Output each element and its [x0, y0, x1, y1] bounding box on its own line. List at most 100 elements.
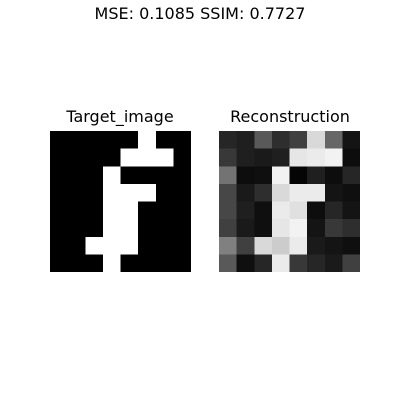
reconstruction-pixel-r1-c3	[272, 149, 290, 167]
target-pixel-r2-c3	[103, 166, 121, 184]
target-pixel-r5-c2	[85, 219, 103, 237]
target-pixel-r0-c6	[156, 131, 174, 149]
target-pixel-r5-c4	[121, 219, 139, 237]
target-pixel-r1-c0	[50, 149, 68, 167]
reconstruction-pixel-r1-c2	[254, 149, 272, 167]
reconstruction-pixel-r5-c0	[219, 219, 237, 237]
target-pixel-r7-c5	[138, 254, 156, 272]
target-pixel-r2-c7	[173, 166, 191, 184]
reconstruction-pixel-r6-c1	[237, 237, 255, 255]
reconstruction-pixel-r1-c1	[237, 149, 255, 167]
target-pixel-r4-c1	[68, 202, 86, 220]
target-pixel-r2-c5	[138, 166, 156, 184]
reconstruction-pixel-r3-c5	[307, 184, 325, 202]
reconstruction-pixel-r0-c5	[307, 131, 325, 149]
reconstruction-pixel-r7-c7	[342, 254, 360, 272]
target-pixel-r7-c1	[68, 254, 86, 272]
target-pixel-r4-c4	[121, 202, 139, 220]
reconstruction-pixel-r3-c6	[325, 184, 343, 202]
reconstruction-pixel-r5-c1	[237, 219, 255, 237]
reconstruction-pixel-r5-c4	[290, 219, 308, 237]
target-pixel-r5-c7	[173, 219, 191, 237]
reconstruction-pixel-r7-c4	[290, 254, 308, 272]
reconstruction-pixel-r0-c2	[254, 131, 272, 149]
figure-suptitle: MSE: 0.1085 SSIM: 0.7727	[0, 4, 400, 24]
target-pixel-r0-c0	[50, 131, 68, 149]
reconstruction-pixel-r1-c5	[307, 149, 325, 167]
reconstruction-pixel-r4-c7	[342, 202, 360, 220]
target-pixel-r3-c7	[173, 184, 191, 202]
target-pixel-r2-c4	[121, 166, 139, 184]
target-image-title: Target_image	[30, 107, 210, 127]
target-pixel-r6-c0	[50, 237, 68, 255]
target-pixel-r5-c6	[156, 219, 174, 237]
reconstruction-pixel-r4-c5	[307, 202, 325, 220]
target-pixel-r2-c0	[50, 166, 68, 184]
target-pixel-r3-c5	[138, 184, 156, 202]
target-pixel-r5-c5	[138, 219, 156, 237]
target-pixel-r1-c6	[156, 149, 174, 167]
reconstruction-pixel-r3-c1	[237, 184, 255, 202]
reconstruction-pixel-r2-c2	[254, 166, 272, 184]
target-pixel-r5-c3	[103, 219, 121, 237]
reconstruction-pixel-r2-c0	[219, 166, 237, 184]
target-pixel-r6-c2	[85, 237, 103, 255]
target-pixel-r6-c6	[156, 237, 174, 255]
target-pixel-r0-c3	[103, 131, 121, 149]
target-pixel-r6-c5	[138, 237, 156, 255]
reconstruction-pixel-r5-c7	[342, 219, 360, 237]
reconstruction-pixel-r6-c2	[254, 237, 272, 255]
reconstruction-pixel-r5-c5	[307, 219, 325, 237]
target-pixel-r4-c5	[138, 202, 156, 220]
target-pixel-r6-c1	[68, 237, 86, 255]
reconstruction-pixel-r2-c4	[290, 166, 308, 184]
target-pixel-r2-c1	[68, 166, 86, 184]
reconstruction-pixel-r4-c0	[219, 202, 237, 220]
reconstruction-pixel-r3-c3	[272, 184, 290, 202]
reconstruction-pixel-r1-c7	[342, 149, 360, 167]
target-pixel-r3-c6	[156, 184, 174, 202]
target-pixel-r3-c0	[50, 184, 68, 202]
reconstruction-pixel-r3-c7	[342, 184, 360, 202]
target-pixel-r2-c2	[85, 166, 103, 184]
reconstruction-pixel-r6-c5	[307, 237, 325, 255]
target-pixel-r3-c2	[85, 184, 103, 202]
target-pixel-r4-c0	[50, 202, 68, 220]
target-pixel-r1-c5	[138, 149, 156, 167]
reconstruction-pixel-r0-c1	[237, 131, 255, 149]
reconstruction-grid	[219, 131, 360, 272]
reconstruction-pixel-r4-c2	[254, 202, 272, 220]
reconstruction-pixel-r2-c7	[342, 166, 360, 184]
reconstruction-pixel-r7-c0	[219, 254, 237, 272]
target-pixel-r3-c4	[121, 184, 139, 202]
reconstruction-pixel-r5-c3	[272, 219, 290, 237]
reconstruction-pixel-r0-c3	[272, 131, 290, 149]
reconstruction-pixel-r4-c4	[290, 202, 308, 220]
reconstruction-pixel-r3-c2	[254, 184, 272, 202]
reconstruction-pixel-r3-c0	[219, 184, 237, 202]
reconstruction-pixel-r7-c5	[307, 254, 325, 272]
reconstruction-pixel-r2-c5	[307, 166, 325, 184]
target-pixel-r3-c3	[103, 184, 121, 202]
target-pixel-r0-c5	[138, 131, 156, 149]
target-pixel-r1-c2	[85, 149, 103, 167]
reconstruction-pixel-r6-c0	[219, 237, 237, 255]
reconstruction-pixel-r1-c6	[325, 149, 343, 167]
target-pixel-r7-c4	[121, 254, 139, 272]
reconstruction-pixel-r6-c7	[342, 237, 360, 255]
reconstruction-pixel-r4-c6	[325, 202, 343, 220]
reconstruction-pixel-r7-c2	[254, 254, 272, 272]
target-pixel-r4-c6	[156, 202, 174, 220]
target-pixel-r1-c3	[103, 149, 121, 167]
target-pixel-r0-c1	[68, 131, 86, 149]
reconstruction-pixel-r0-c4	[290, 131, 308, 149]
target-pixel-r6-c3	[103, 237, 121, 255]
target-pixel-r6-c4	[121, 237, 139, 255]
target-pixel-r5-c1	[68, 219, 86, 237]
reconstruction-title: Reconstruction	[200, 107, 380, 127]
target-pixel-r0-c2	[85, 131, 103, 149]
reconstruction-pixel-r0-c7	[342, 131, 360, 149]
target-image-grid	[50, 131, 191, 272]
target-pixel-r1-c4	[121, 149, 139, 167]
